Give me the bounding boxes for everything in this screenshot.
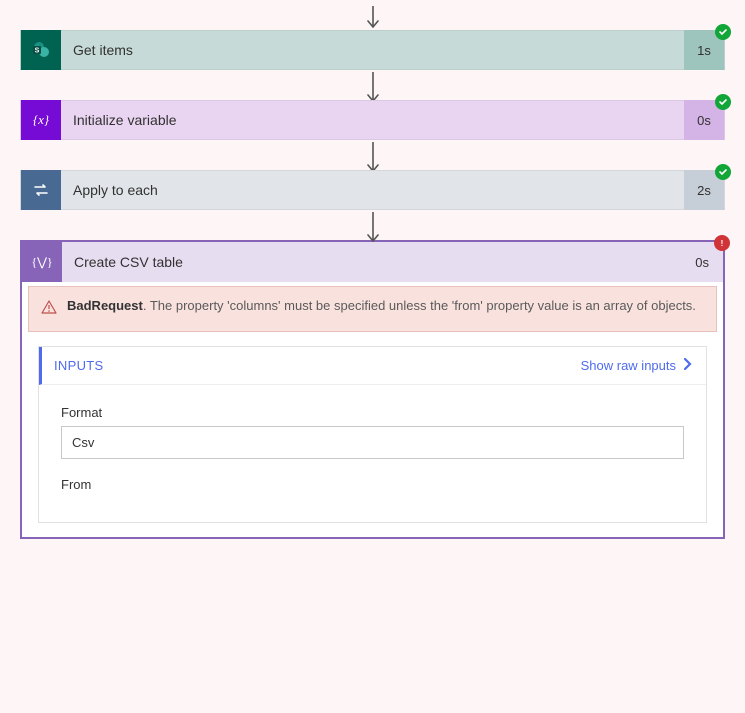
- step-get-items[interactable]: S Get items 1s: [20, 30, 725, 70]
- format-value[interactable]: Csv: [61, 426, 684, 459]
- step-apply-to-each[interactable]: Apply to each 2s: [20, 170, 725, 210]
- flow-arrow: [20, 0, 725, 34]
- panel-header[interactable]: {⋁} Create CSV table 0s !: [22, 242, 723, 282]
- step-label: Initialize variable: [61, 112, 684, 128]
- step-create-csv-table-panel: {⋁} Create CSV table 0s ! BadRequest. Th…: [20, 240, 725, 539]
- status-badge-ok: [715, 24, 731, 40]
- step-label: Apply to each: [61, 182, 684, 198]
- error-message: BadRequest. The property 'columns' must …: [28, 286, 717, 332]
- step-label: Get items: [61, 42, 684, 58]
- chevron-right-icon: [682, 357, 692, 374]
- from-label: From: [61, 477, 684, 492]
- show-raw-inputs-link[interactable]: Show raw inputs: [581, 357, 692, 374]
- flow-arrow: [20, 140, 725, 174]
- flow-arrow: [20, 70, 725, 104]
- loop-icon: [21, 170, 61, 210]
- status-badge-error: !: [714, 235, 730, 251]
- svg-text:{⋁}: {⋁}: [31, 255, 52, 269]
- panel-title: Create CSV table: [62, 254, 695, 270]
- csv-icon: {⋁}: [22, 242, 62, 282]
- card-title: INPUTS: [54, 358, 103, 373]
- sharepoint-icon: S: [21, 30, 61, 70]
- status-badge-ok: [715, 94, 731, 110]
- error-text: BadRequest. The property 'columns' must …: [67, 297, 696, 321]
- variable-icon: {x}: [21, 100, 61, 140]
- format-label: Format: [61, 405, 684, 420]
- warning-icon: [41, 299, 57, 321]
- svg-text:S: S: [35, 48, 40, 55]
- panel-duration: 0s: [695, 255, 723, 270]
- status-badge-ok: [715, 164, 731, 180]
- flow-arrow: [20, 210, 725, 244]
- step-initialize-variable[interactable]: {x} Initialize variable 0s: [20, 100, 725, 140]
- svg-text:{x}: {x}: [33, 112, 50, 127]
- inputs-card: INPUTS Show raw inputs Format Csv From: [38, 346, 707, 523]
- svg-text:!: !: [721, 239, 724, 248]
